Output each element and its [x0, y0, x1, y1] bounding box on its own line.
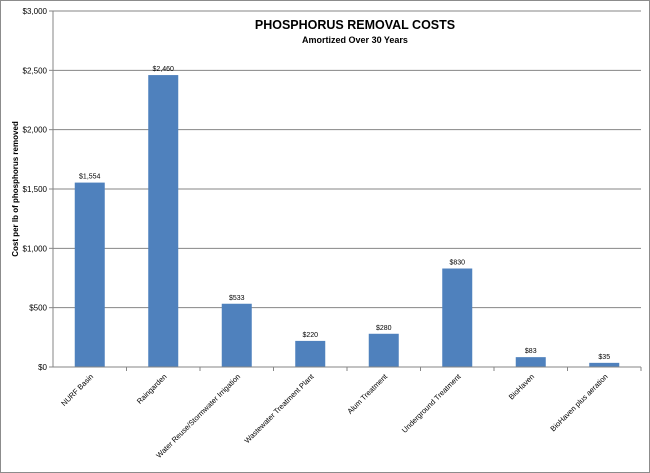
y-tick-label: $2,500: [23, 66, 48, 75]
data-label: $830: [449, 260, 465, 267]
bar: [368, 333, 399, 367]
gridlines: [53, 10, 641, 309]
chart-title: PHOSPHORUS REMOVAL COSTS: [255, 18, 455, 32]
data-label: $280: [376, 325, 392, 332]
y-tick-label: $3,000: [23, 7, 48, 16]
category-label: Water Reuse/Stormwater Irrigation: [154, 372, 242, 460]
y-tick-label: $1,000: [23, 244, 48, 253]
y-tick-label: $0: [38, 363, 47, 372]
bar: [148, 75, 179, 367]
bar: [589, 362, 620, 367]
data-labels: $1,554 $2,460 $533 $220 $280 $830 $83 $35: [79, 66, 610, 361]
bar: [442, 268, 473, 367]
data-label: $1,554: [79, 174, 101, 181]
y-tick-label: $1,500: [23, 185, 48, 194]
bars: [74, 75, 620, 367]
category-label: Underground Treatment: [400, 371, 463, 434]
y-tick-label: $2,000: [23, 126, 48, 135]
y-tick-label: $500: [29, 304, 47, 313]
category-label: Wastewater Treatment Plant: [243, 371, 317, 445]
data-label: $220: [302, 332, 318, 339]
category-label: BioHaven plus aeration: [548, 372, 609, 433]
data-label: $35: [598, 354, 610, 361]
category-label: Alum Treatment: [345, 371, 389, 415]
data-label: $2,460: [153, 66, 175, 73]
y-axis-label: Cost per lb of phosphorus removed: [11, 121, 20, 257]
category-label: Raingarden: [135, 372, 169, 406]
chart-subtitle: Amortized Over 30 Years: [302, 35, 408, 45]
bar: [221, 303, 252, 367]
y-axis-ticks: $0 $500 $1,000 $1,500 $2,000 $2,500 $3,000: [23, 7, 53, 372]
data-label: $533: [229, 295, 245, 302]
bar: [74, 182, 105, 367]
bar: [295, 340, 326, 367]
category-label: BioHaven: [507, 372, 536, 401]
bar: [515, 357, 546, 367]
category-label: NURF Basin: [59, 372, 95, 408]
data-label: $83: [525, 348, 537, 355]
